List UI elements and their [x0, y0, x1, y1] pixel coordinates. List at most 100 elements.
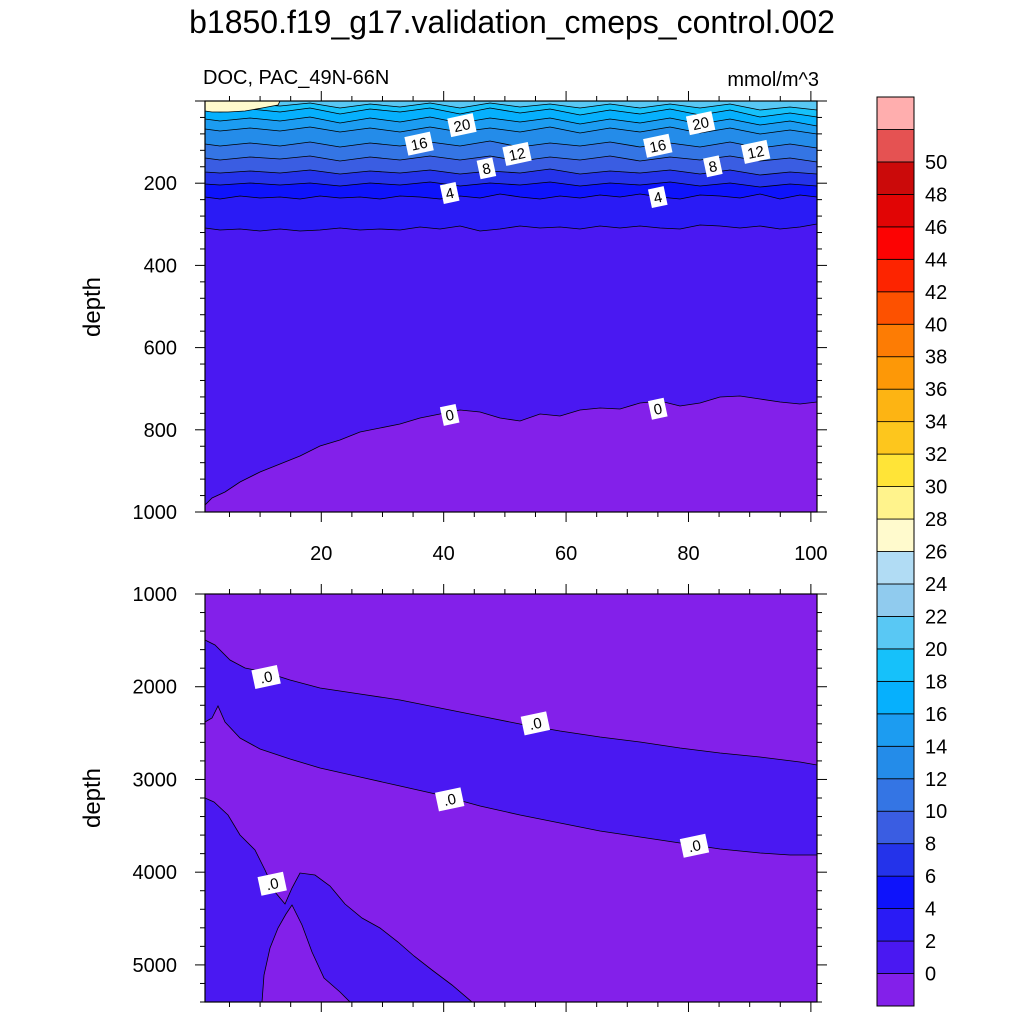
colorbar-label: 34	[925, 412, 947, 434]
contour-label-text: 8	[707, 158, 719, 176]
contour-label-text: .0	[258, 668, 274, 687]
contour-label-text: 16	[648, 137, 668, 157]
colorbar-swatch	[876, 388, 915, 423]
colorbar-label: 10	[925, 801, 947, 823]
y-tick-label: 2000	[133, 677, 178, 699]
contour-label-text: 20	[452, 116, 472, 136]
colorbar-swatch	[876, 940, 915, 974]
colorbar-swatch	[876, 875, 915, 910]
y-tick-label: 600	[144, 338, 177, 360]
contour-label-box	[643, 133, 673, 158]
colorbar-label: 28	[925, 509, 947, 531]
colorbar-label: 46	[925, 217, 947, 239]
y-tick-label: 200	[144, 173, 177, 195]
y-tick-label: 800	[144, 420, 177, 442]
band-top-yellow	[205, 101, 281, 113]
bottom-inner-low	[261, 904, 351, 1002]
contour-label-box	[257, 871, 287, 896]
y-tick-label: 1000	[133, 584, 178, 606]
contour-label-text: 0	[652, 401, 664, 419]
colorbar-swatch	[876, 843, 915, 877]
contour-label: 12	[741, 139, 771, 164]
colorbar-swatch	[876, 745, 915, 780]
contour-label-box	[679, 833, 710, 858]
contour-label-box	[647, 186, 668, 209]
contour-label: .0	[520, 711, 551, 736]
colorbar-swatch	[876, 518, 915, 552]
contour-label-text: .0	[265, 875, 281, 894]
colorbar-label: 26	[925, 542, 947, 564]
contour-label-box	[741, 139, 771, 164]
colorbar-label: 38	[925, 347, 947, 369]
contour-label: .0	[679, 833, 710, 858]
x-tick-label: 80	[677, 543, 699, 565]
band-18	[205, 101, 817, 111]
top-frame	[204, 100, 818, 513]
contour-label: 4	[439, 182, 460, 204]
colorbar-label: 8	[925, 834, 936, 856]
y-tick-label: 3000	[133, 769, 178, 791]
colorbar-label: 44	[925, 249, 947, 271]
colorbar-swatch	[876, 616, 915, 650]
contour-label: 0	[439, 403, 460, 426]
bottom-band-mid	[205, 639, 817, 856]
colorbar-swatch	[876, 908, 915, 942]
contour-label: .0	[251, 664, 281, 689]
colorbar-label: 20	[925, 639, 947, 661]
colorbar-label: 30	[925, 477, 947, 499]
x-tick-label: 60	[555, 543, 577, 565]
contour-label-box	[439, 403, 460, 426]
top-panel: DOC, PAC_49N-66N mmol/m^3 20040060080010…	[79, 67, 828, 565]
top-left-label: DOC, PAC_49N-66N	[203, 67, 389, 89]
x-tick-label: 20	[310, 543, 332, 565]
x-tick-label: 100	[794, 543, 827, 565]
top-y-axis-label: depth	[79, 277, 106, 337]
bottom-axis-ticks: 1000 2000 3000 4000 5000	[133, 584, 827, 1012]
contour-label-text: 0	[444, 407, 456, 425]
contour-label: 12	[502, 141, 532, 166]
colorbar-swatch	[876, 323, 915, 358]
colorbar-label: 40	[925, 314, 947, 336]
colorbar-swatch	[876, 583, 915, 617]
contour-label-box	[502, 141, 532, 166]
colorbar-frame	[876, 96, 915, 1007]
bottom-panel: 1000 2000 3000 4000 5000 .0 .0 .0 .0 .0 depth	[79, 584, 827, 1012]
contour-label-text: 12	[507, 145, 527, 165]
colorbar-label: 16	[925, 704, 947, 726]
colorbar-label: 14	[925, 736, 947, 758]
colorbar-label: 36	[925, 379, 947, 401]
colorbar-label: 12	[925, 769, 947, 791]
colorbar-label: 0	[925, 964, 936, 986]
colorbar-swatch	[876, 226, 915, 260]
colorbar-swatch	[876, 486, 915, 520]
contour-label-box	[703, 155, 723, 178]
contour-label-box	[439, 182, 460, 204]
contour-label-text: 8	[481, 160, 493, 178]
colorbar-swatch	[876, 96, 915, 130]
colorbar-label: 2	[925, 931, 936, 953]
colorbar-swatch	[876, 161, 915, 195]
contour-label: 4	[647, 186, 668, 209]
colorbar-swatch	[876, 680, 915, 715]
contour-label-text: .0	[442, 791, 458, 810]
y-tick-label: 400	[144, 255, 177, 277]
colorbar-label: 32	[925, 444, 947, 466]
colorbar-label: 48	[925, 184, 947, 206]
y-tick-label: 5000	[133, 955, 178, 977]
contour-label-text: 12	[746, 143, 766, 163]
contour-label-box	[520, 711, 551, 736]
bottom-contour-field	[205, 594, 817, 1002]
contour-label-box	[251, 664, 281, 689]
y-tick-label: 1000	[133, 502, 178, 524]
colorbar-swatch	[876, 193, 915, 228]
contour-label-text: 16	[409, 135, 429, 155]
contour-label-text: 4	[652, 189, 664, 207]
contour-label: 20	[447, 113, 477, 138]
contour-label: 8	[703, 155, 723, 178]
main-title: b1850.f19_g17.validation_cmeps_control.0…	[189, 4, 835, 40]
colorbar-label: 18	[925, 671, 947, 693]
bottom-contour-labels: .0 .0 .0 .0 .0	[251, 664, 710, 896]
contour-label: 16	[404, 131, 434, 156]
contour-label-box	[476, 157, 497, 180]
